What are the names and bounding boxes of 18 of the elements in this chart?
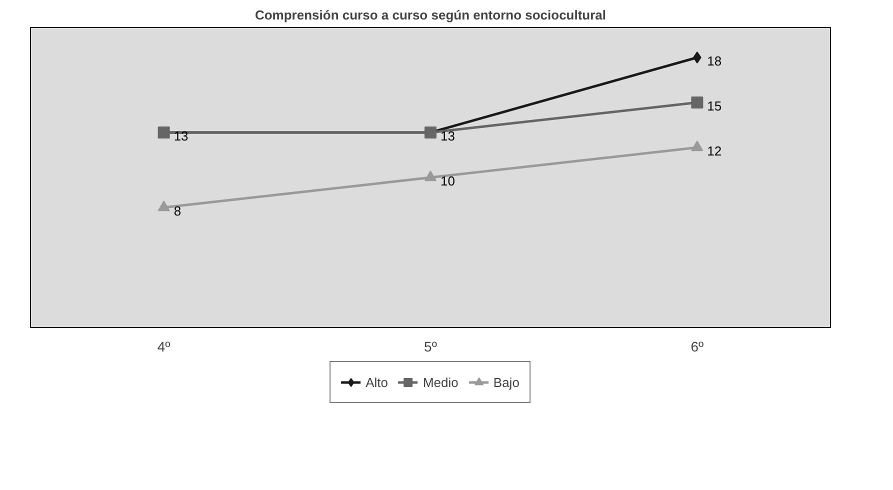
point	[691, 140, 704, 152]
data-label: 12	[707, 144, 722, 158]
point	[158, 200, 170, 212]
data-label: 13	[440, 128, 455, 144]
legend-label: Alto	[366, 374, 388, 390]
point	[424, 170, 436, 182]
x-tick-label: 5º	[424, 338, 437, 354]
x-tick-label: 4º	[157, 338, 170, 354]
legend-label: Bajo	[493, 374, 520, 390]
data-label: 18	[707, 54, 722, 68]
chart-title: Comprensión curso a curso según entorno sociocultural	[254, 8, 606, 22]
data-label: 8	[174, 204, 182, 218]
data-label: 13	[174, 128, 188, 144]
data-label: 10	[440, 174, 455, 188]
point	[691, 96, 704, 108]
x-tick-label: 6º	[690, 338, 704, 354]
legend-label: Medio	[422, 374, 458, 390]
data-label: 15	[707, 98, 722, 114]
